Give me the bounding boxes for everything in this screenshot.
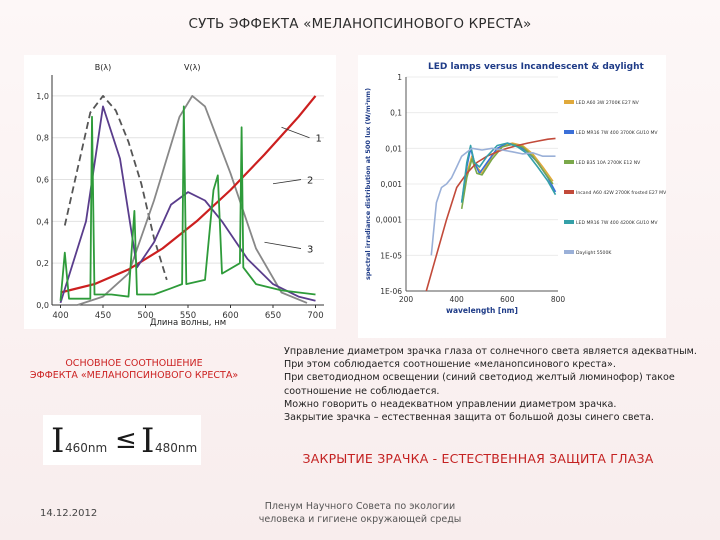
curve-label-leader — [281, 126, 310, 139]
slide-date: 14.12.2012 — [40, 508, 98, 519]
led-spectrum-chart: LED lamps versus Incandescent & daylight… — [358, 55, 667, 338]
formula-lhs-subscript: 460nm — [65, 441, 108, 455]
x-tick-label: 400 — [450, 295, 465, 304]
description-text: Управление диаметром зрачка глаза от сол… — [284, 345, 704, 424]
y-tick-label: 1E-05 — [380, 251, 402, 260]
curve-top-label: V(λ) — [184, 63, 200, 72]
legend-label: Daylight 5500K — [576, 250, 612, 256]
y-tick-label: 1 — [397, 73, 402, 82]
description-line: Закрытие зрачка – естественная защита от… — [284, 412, 654, 424]
formula-rhs-subscript: 480nm — [155, 441, 198, 455]
v-lambda-curve — [77, 95, 308, 306]
y-tick-label: 0,0 — [36, 301, 49, 310]
ratio-label-line-2: ЭФФЕКТА «МЕЛАНОПСИНОВОГО КРЕСТА» — [29, 370, 239, 381]
legend-swatch — [564, 130, 574, 134]
series-line — [430, 147, 556, 256]
curve-label-leader — [264, 241, 302, 249]
y-tick-label: 0,0001 — [376, 216, 402, 225]
formula-operator: ≤ — [115, 425, 137, 455]
y-tick-label: 0,6 — [36, 176, 49, 185]
conclusion-heading: ЗАКРЫТИЕ ЗРАЧКА - ЕСТЕСТВЕННАЯ ЗАЩИТА ГЛ… — [302, 451, 654, 466]
legend-label: LED A60 3W 2700K E27 NV — [576, 100, 640, 106]
curve-number-label: 1 — [316, 134, 322, 145]
y-tick-label: 0,01 — [385, 144, 402, 153]
x-tick-label: 600 — [222, 311, 238, 321]
y-tick-label: 0,001 — [381, 180, 403, 189]
series-line — [460, 143, 554, 210]
x-tick-label: 400 — [52, 311, 68, 321]
x-tick-label: 700 — [307, 311, 323, 321]
description-line: соотношение не соблюдается. — [284, 385, 440, 397]
series-line — [460, 142, 554, 203]
legend-label: LED B35 10A 2700K E12 NV — [576, 160, 641, 166]
y-tick-label: 0,1 — [390, 109, 402, 118]
legend-swatch — [564, 250, 574, 254]
footer-line-1: Пленум Научного Совета по экологии — [264, 501, 456, 512]
led-spectrum-chart-svg: LED lamps versus Incandescent & daylight… — [364, 62, 667, 315]
series-line — [425, 137, 556, 292]
chart-title: LED lamps versus Incandescent & daylight — [428, 62, 644, 72]
series-line — [460, 142, 557, 203]
slide-title: СУТЬ ЭФФЕКТА «МЕЛАНОПСИНОВОГО КРЕСТА» — [188, 16, 532, 32]
y-tick-label: 0,2 — [36, 259, 49, 268]
description-line: Управление диаметром зрачка глаза от сол… — [284, 346, 697, 357]
legend-label: LED MR16 7W 400 4200K GU10 MV — [576, 220, 658, 226]
y-axis-label: spectral irradiance distribution at 500 … — [364, 88, 372, 280]
y-tick-label: 0,8 — [36, 134, 49, 143]
curve-label-leader — [272, 179, 302, 185]
spectrum-curve — [59, 105, 316, 301]
y-tick-label: 0,4 — [36, 217, 49, 226]
x-tick-label: 550 — [180, 311, 196, 321]
ratio-label-line-1: ОСНОВНОЕ СООТНОШЕНИЕ — [65, 358, 203, 369]
curve-number-label: 3 — [307, 245, 313, 256]
legend-swatch — [564, 100, 574, 104]
x-tick-label: 800 — [551, 295, 566, 304]
y-tick-label: 1E-06 — [380, 287, 402, 296]
legend-swatch — [564, 160, 574, 164]
footer-line-2: человека и гигиене окружающей среды — [258, 514, 462, 525]
legend-label: LED MR16 7W 400 3700K GU10 MV — [576, 130, 658, 136]
description-line: Можно говорить о неадекватном управлении… — [284, 398, 617, 410]
b-lambda-curve — [63, 95, 168, 281]
melanopsin-formula: I 460nm ≤ I 480nm — [43, 415, 201, 465]
curve-3 — [59, 105, 316, 304]
luminosity-chart-svg: 0,0 0,2 0,4 0,6 0,8 1,0 400 450 500 550 600 650 700 Д… — [36, 63, 324, 328]
y-tick-label: 1,0 — [36, 92, 49, 101]
legend-swatch — [564, 190, 574, 194]
legend-label: Incand A60 42W 2700K frosted E27 MV — [576, 190, 666, 196]
x-tick-label: 650 — [265, 311, 281, 321]
description-line: При этом соблюдается соотношение «мелано… — [284, 359, 616, 371]
luminosity-chart: 0,0 0,2 0,4 0,6 0,8 1,0 400 450 500 550 600 650 700 Д… — [24, 55, 336, 329]
x-axis-label: wavelength [nm] — [446, 306, 518, 315]
formula-rhs: I — [141, 421, 155, 461]
x-tick-label: 200 — [399, 295, 414, 304]
legend-swatch — [564, 220, 574, 224]
formula-lhs: I — [51, 421, 65, 461]
curve-number-label: 2 — [307, 176, 313, 187]
x-tick-label: 500 — [137, 311, 153, 321]
slide-footer: Пленум Научного Совета по экологии челов… — [230, 500, 490, 526]
x-tick-label: 600 — [500, 295, 515, 304]
description-line: При светодиодном освещении (синий светод… — [284, 372, 675, 384]
x-tick-label: 450 — [95, 311, 111, 321]
x-axis-label: Длина волны, нм — [150, 318, 226, 328]
ratio-label: ОСНОВНОЕ СООТНОШЕНИЕ ЭФФЕКТА «МЕЛАНОПСИН… — [14, 358, 254, 382]
curve-top-label: B(λ) — [95, 63, 111, 72]
